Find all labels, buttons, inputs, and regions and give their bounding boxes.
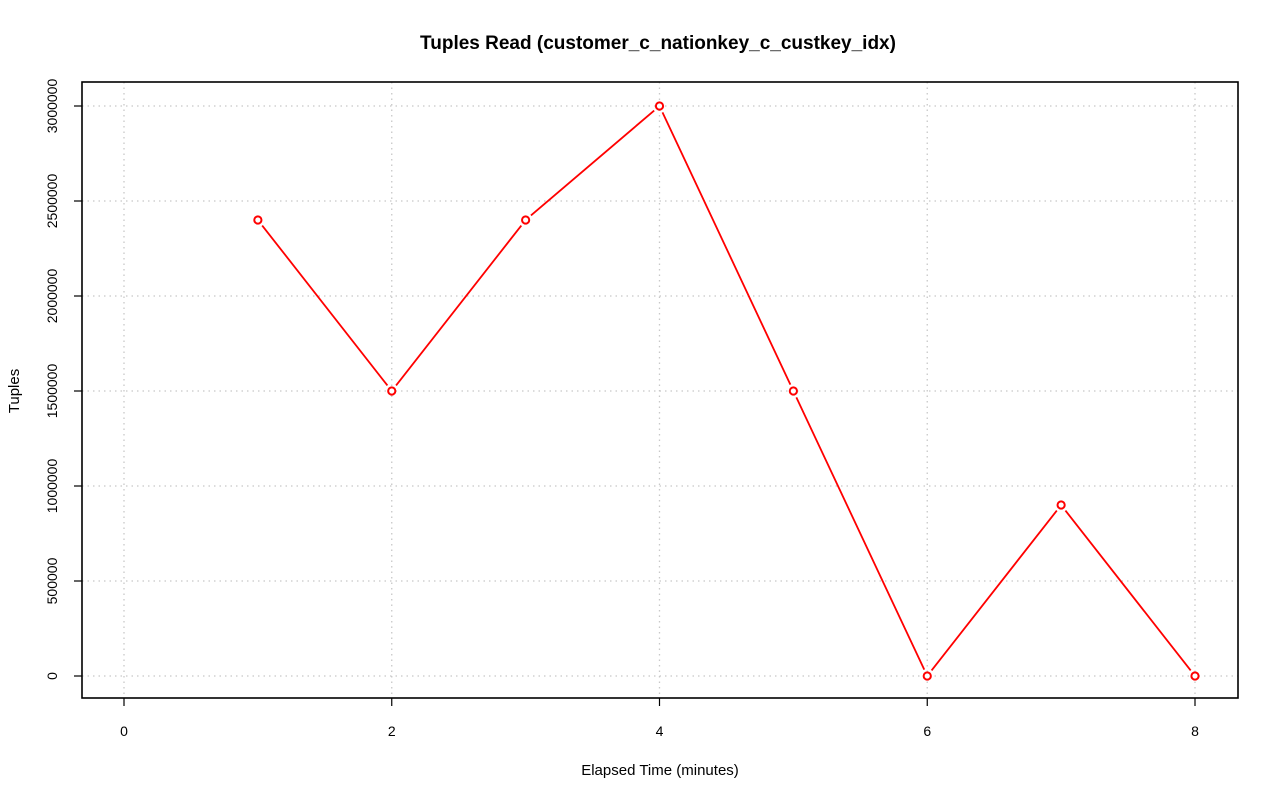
grid-layer (82, 82, 1238, 698)
data-point-0-0 (253, 215, 263, 225)
x-axis-label: Elapsed Time (minutes) (581, 762, 739, 779)
x-tick-label-3: 6 (923, 723, 931, 739)
y-tick-label-4: 2000000 (44, 269, 60, 324)
y-tick-label-3: 1500000 (44, 364, 60, 419)
data-point-0-7 (1190, 671, 1200, 681)
y-axis: 0 500000 1000000 1500000 2000000 2500000 30000… (44, 79, 82, 680)
data-point-0-6 (1056, 500, 1066, 510)
data-point-0-1 (387, 386, 397, 396)
x-tick-label-2: 4 (656, 723, 664, 739)
series-line-0 (261, 109, 1192, 672)
data-point-0-4 (788, 386, 798, 396)
x-tick-label-4: 8 (1191, 723, 1199, 739)
series-layer (253, 101, 1200, 681)
x-tick-label-1: 2 (388, 723, 396, 739)
x-axis: 0 2 4 6 8 (120, 698, 1199, 739)
y-tick-label-6: 3000000 (44, 79, 60, 134)
y-axis-label: Tuples (6, 369, 23, 413)
y-tick-label-0: 0 (44, 672, 60, 680)
data-point-0-3 (654, 101, 665, 111)
chart-title: Tuples Read (customer_c_nationkey_c_cust… (420, 33, 896, 54)
y-tick-label-5: 2500000 (44, 174, 60, 229)
data-point-0-5 (922, 671, 932, 681)
y-tick-label-2: 1000000 (44, 459, 60, 514)
data-point-0-2 (521, 215, 531, 225)
y-tick-label-1: 500000 (44, 557, 60, 604)
x-tick-label-0: 0 (120, 723, 128, 739)
